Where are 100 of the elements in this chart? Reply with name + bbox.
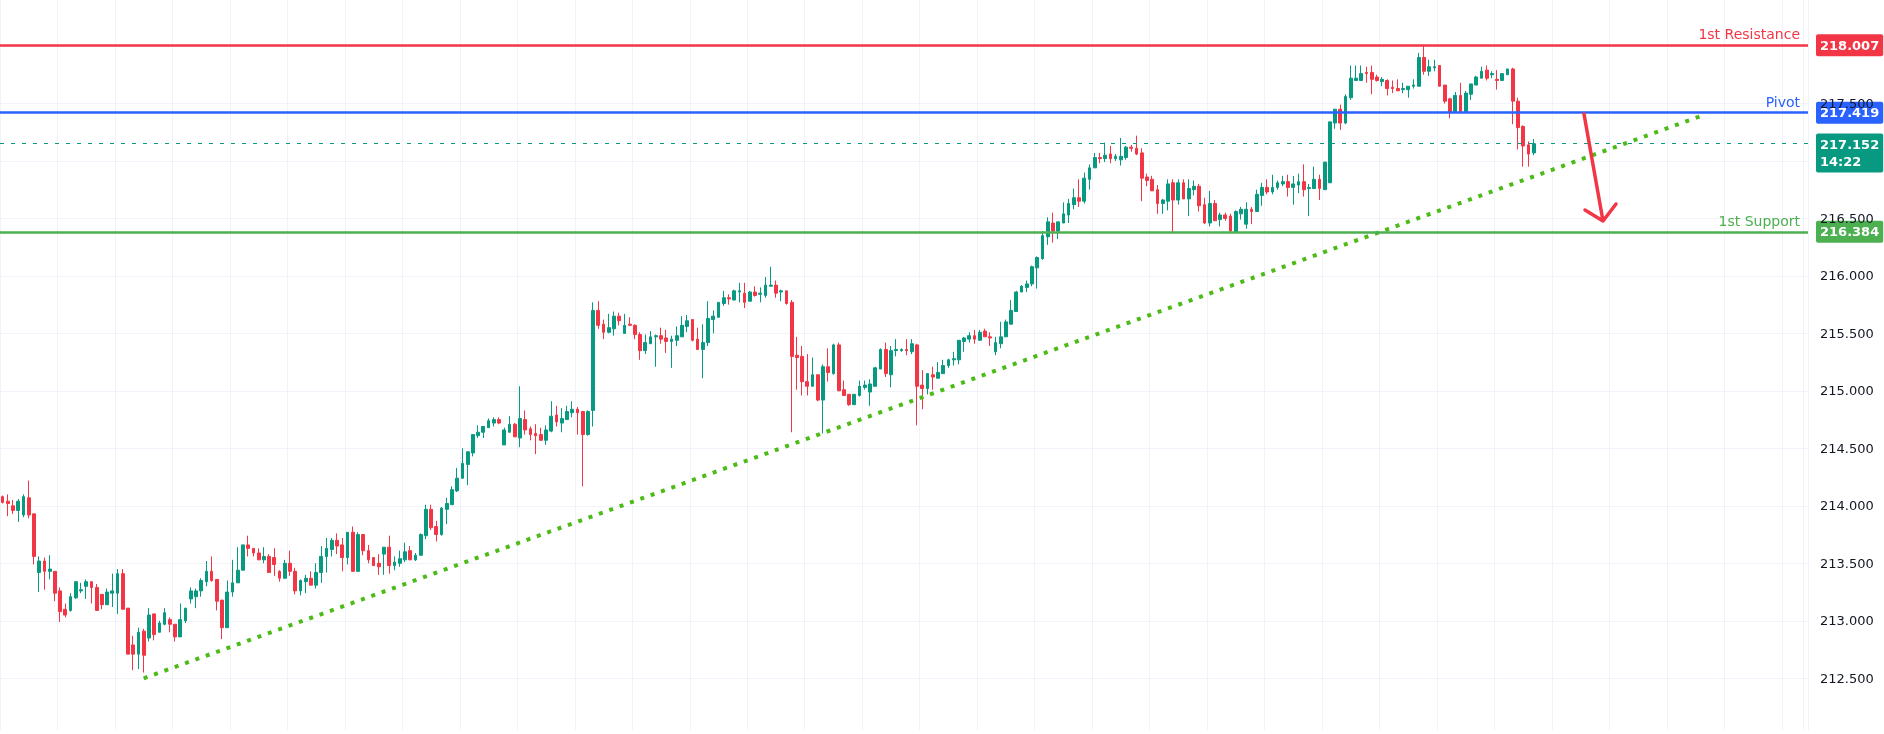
candlestick	[785, 290, 788, 306]
candlestick	[158, 620, 161, 633]
candlestick	[309, 570, 313, 586]
candlestick	[1271, 174, 1274, 195]
candlestick	[947, 358, 950, 369]
candlestick	[576, 406, 579, 436]
y-tick-label: 213.000	[1820, 613, 1874, 629]
candlestick	[1218, 212, 1222, 227]
candlestick	[811, 357, 814, 387]
candlestick	[22, 493, 25, 518]
candlestick	[581, 411, 585, 487]
candlestick	[1197, 183, 1201, 213]
candlestick	[1208, 190, 1212, 227]
candlestick	[1077, 178, 1081, 208]
candlestick	[137, 627, 140, 670]
candlestick	[623, 313, 626, 334]
candlestick	[414, 552, 417, 562]
candlestick	[1297, 173, 1300, 194]
candlestick	[1459, 82, 1462, 113]
candlestick	[643, 334, 647, 355]
y-tick-label: 214.000	[1820, 498, 1874, 514]
candlestick	[508, 415, 511, 433]
candlestick	[278, 569, 281, 583]
candlestick	[596, 300, 600, 330]
candlestick	[879, 347, 882, 370]
candlestick	[351, 526, 355, 572]
candlestick	[905, 338, 908, 356]
candlestick	[1365, 66, 1368, 84]
candlestick	[1396, 78, 1400, 92]
candlestick	[262, 546, 266, 564]
candlestick	[1427, 59, 1431, 77]
candlestick	[858, 380, 861, 398]
candlestick	[330, 537, 334, 557]
candlestick	[163, 607, 166, 626]
candlestick	[1453, 91, 1457, 113]
candlestick	[1302, 163, 1306, 198]
candlestick	[377, 553, 381, 576]
ref-line-label: 217.152	[1820, 137, 1880, 153]
candlestick	[304, 574, 308, 594]
candlestick	[591, 301, 595, 427]
candlestick	[231, 559, 234, 598]
candlestick	[727, 293, 731, 306]
candlestick	[1318, 174, 1321, 201]
candlestick	[1051, 212, 1055, 244]
candlestick	[769, 266, 773, 287]
candlestick	[16, 498, 20, 523]
candlestick	[210, 555, 213, 583]
candlestick	[722, 290, 726, 307]
candlestick	[48, 554, 52, 580]
candlestick	[931, 366, 935, 391]
candlestick	[1176, 178, 1180, 206]
candlestick	[361, 534, 365, 556]
candlestick	[1082, 171, 1086, 204]
candlestick	[152, 613, 156, 641]
candlestick	[502, 427, 506, 446]
candlestick	[205, 560, 208, 587]
candlestick	[696, 327, 699, 350]
candlestick	[779, 289, 783, 302]
candlestick	[513, 422, 517, 438]
candlestick	[1109, 145, 1112, 164]
candlestick	[1056, 221, 1060, 240]
annotation: 1st Support	[1718, 212, 1801, 229]
candlestick	[649, 330, 652, 345]
ref-line-label: 216.384	[1820, 224, 1880, 240]
candlestick	[758, 286, 762, 303]
candlestick	[90, 581, 93, 605]
candlestick	[900, 347, 903, 353]
y-tick-label: 213.500	[1820, 555, 1874, 571]
candlestick	[1098, 152, 1102, 164]
candlestick	[84, 578, 88, 600]
candlestick	[325, 537, 328, 573]
candlestick	[487, 417, 490, 429]
candlestick	[1203, 197, 1206, 225]
candlestick	[252, 547, 255, 557]
candlestick	[1412, 78, 1415, 90]
candlestick	[973, 329, 976, 345]
y-tick-label: 215.000	[1820, 383, 1874, 399]
candlestick	[69, 592, 72, 613]
candlestick	[492, 416, 496, 427]
candlestick	[994, 336, 997, 356]
candlestick	[774, 280, 778, 299]
candlestick	[346, 531, 349, 565]
candlestick	[1182, 178, 1185, 200]
candlestick	[534, 423, 537, 455]
candlestick	[408, 545, 412, 561]
candlestick	[1114, 153, 1117, 162]
ref-line-label: 218.007	[1820, 37, 1880, 53]
candlestick	[356, 531, 360, 572]
candlestick	[1291, 175, 1295, 206]
candlestick	[382, 546, 386, 576]
candlestick	[832, 343, 835, 376]
candlestick	[299, 578, 302, 596]
candlestick	[1495, 69, 1499, 91]
candlestick	[523, 409, 527, 436]
candlestick	[1093, 152, 1097, 169]
candlestick	[257, 547, 261, 561]
candlestick	[717, 301, 720, 318]
candlestick	[6, 493, 10, 517]
candlestick	[1129, 144, 1133, 153]
candlestick	[1213, 199, 1217, 222]
